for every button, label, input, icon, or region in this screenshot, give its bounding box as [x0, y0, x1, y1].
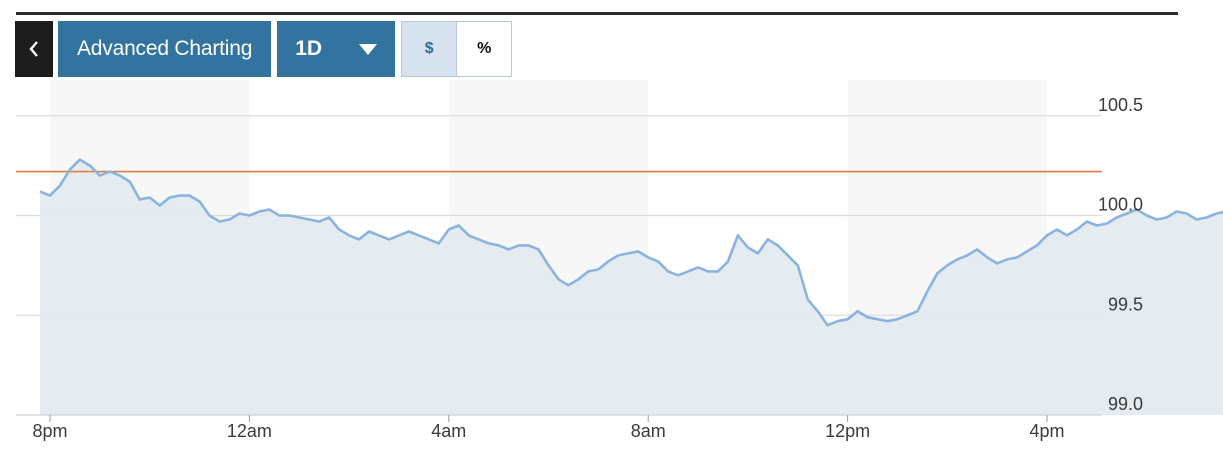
back-button[interactable]	[15, 21, 53, 77]
x-tick-label: 8pm	[32, 421, 67, 441]
percent-label: %	[477, 40, 492, 57]
x-tick-label: 8am	[631, 421, 666, 441]
y-tick-label: 100.0	[1098, 195, 1143, 215]
caret-down-icon	[359, 43, 378, 55]
range-label: 1D	[295, 37, 323, 60]
price-line[interactable]	[39, 158, 1223, 327]
unit-toggle: $ %	[401, 21, 513, 77]
y-axis: 100.5 100.0 99.5 99.0	[1098, 95, 1143, 414]
y-tick-label: 100.5	[1098, 95, 1143, 115]
advanced-charting-button[interactable]: Advanced Charting	[58, 21, 272, 77]
dollar-label: $	[424, 40, 434, 57]
top-divider	[16, 12, 1178, 15]
x-tick-label: 12am	[227, 421, 272, 441]
y-tick-label: 99.5	[1108, 294, 1143, 314]
x-axis: 8pm 12am 4am 8am 12pm 4pm	[32, 415, 1065, 441]
x-tick-label: 4am	[431, 421, 466, 441]
x-tick-label: 4pm	[1029, 421, 1064, 441]
x-tick-label: 12pm	[825, 421, 870, 441]
price-area	[40, 159, 1223, 415]
y-tick-label: 99.0	[1108, 394, 1143, 414]
chevron-left-icon	[29, 41, 38, 57]
dollar-toggle-button[interactable]: $	[402, 22, 458, 76]
range-dropdown[interactable]: 1D	[277, 21, 396, 77]
advanced-charting-label: Advanced Charting	[77, 37, 253, 60]
chart-toolbar: Advanced Charting 1D $ %	[15, 21, 513, 77]
percent-toggle-button[interactable]: %	[457, 22, 512, 76]
